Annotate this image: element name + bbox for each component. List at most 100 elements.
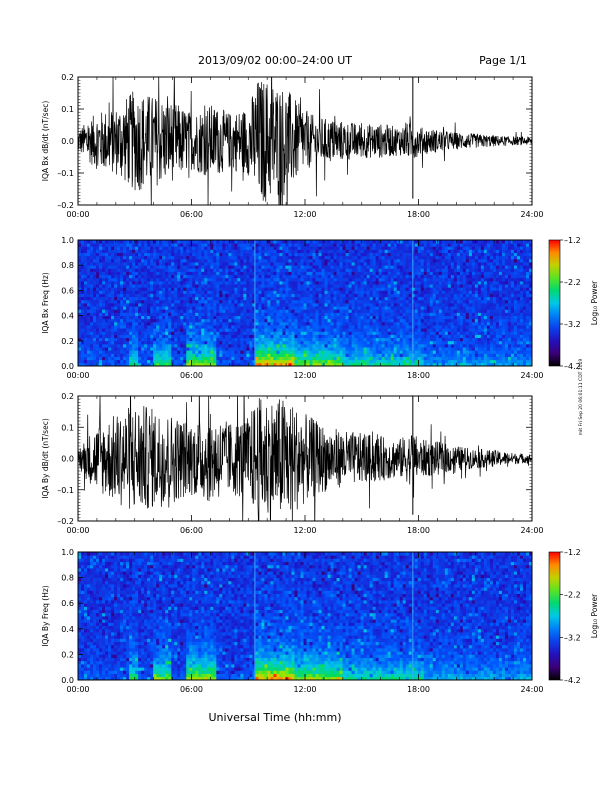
spectrogram-cell: [99, 325, 102, 329]
spectrogram-cell: [379, 253, 382, 257]
spectrogram-cell: [198, 360, 201, 364]
spectrogram-cell: [406, 341, 409, 345]
spectrogram-cell: [147, 246, 150, 250]
spectrogram-cell: [96, 306, 99, 310]
spectrogram-cell: [316, 256, 319, 260]
spectrogram-cell: [153, 262, 156, 266]
spectrogram-cell: [270, 297, 273, 301]
spectrogram-cell: [90, 243, 93, 247]
spectrogram-cell: [138, 325, 141, 329]
spectrogram-cell: [376, 297, 379, 301]
spectrogram-cell: [288, 341, 291, 345]
spectrogram-cell: [81, 331, 84, 335]
spectrogram-cell: [316, 281, 319, 285]
spectrogram-cell: [135, 284, 138, 288]
spectrogram-cell: [361, 322, 364, 326]
spectrogram-cell: [310, 272, 313, 276]
spectrogram-cell: [243, 281, 246, 285]
spectrogram-cell: [406, 325, 409, 329]
spectrogram-cell: [276, 281, 279, 285]
spectrogram-cell: [279, 294, 282, 298]
spectrogram-cell: [406, 294, 409, 298]
spectrogram-cell: [382, 246, 385, 250]
spectrogram-cell: [135, 328, 138, 332]
spectrogram-cell: [102, 325, 105, 329]
spectrogram-cell: [195, 278, 198, 282]
spectrogram-cell: [349, 284, 352, 288]
spectrogram-cell: [424, 312, 427, 316]
spectrogram-cell: [135, 265, 138, 269]
spectrogram-cell: [156, 262, 159, 266]
spectrogram-cell: [358, 312, 361, 316]
spectrogram-cell: [288, 331, 291, 335]
spectrogram-cell: [132, 325, 135, 329]
spectrogram-cell: [153, 265, 156, 269]
spectrogram-cell: [171, 331, 174, 335]
spectrogram-cell: [361, 249, 364, 253]
spectrogram-cell: [132, 335, 135, 339]
spectrogram-cell: [114, 309, 117, 313]
spectrogram-cell: [99, 297, 102, 301]
spectrogram-cell: [147, 312, 150, 316]
spectrogram-cell: [415, 306, 418, 310]
spectrogram-cell: [198, 328, 201, 332]
spectrogram-cell: [171, 246, 174, 250]
spectrogram-cell: [84, 350, 87, 354]
spectrogram-cell: [273, 287, 276, 291]
spectrogram-cell: [102, 319, 105, 323]
spectrogram-cell: [78, 246, 81, 250]
spectrogram-cell: [159, 240, 162, 244]
spectrogram-cell: [415, 275, 418, 279]
spectrogram-cell: [189, 347, 192, 351]
spectrogram-cell: [346, 272, 349, 276]
spectrogram-cell: [222, 335, 225, 339]
spectrogram-cell: [346, 344, 349, 348]
spectrogram-cell: [174, 331, 177, 335]
spectrogram-cell: [228, 249, 231, 253]
spectrogram-cell: [319, 303, 322, 307]
spectrogram-cell: [171, 294, 174, 298]
spectrogram-cell: [162, 240, 165, 244]
spectrogram-cell: [138, 306, 141, 310]
spectrogram-cell: [310, 278, 313, 282]
spectrogram-cell: [240, 347, 243, 351]
spectrogram-cell: [201, 357, 204, 361]
spectrogram-cell: [225, 300, 228, 304]
spectrogram-cell: [273, 319, 276, 323]
spectrogram-cell: [249, 319, 252, 323]
spectrogram-cell: [150, 240, 153, 244]
spectrogram-cell: [225, 312, 228, 316]
spectrogram-cell: [135, 331, 138, 335]
spectrogram-cell: [120, 350, 123, 354]
spectrogram-cell: [111, 328, 114, 332]
spectrogram-cell: [258, 316, 261, 320]
spectrogram-cell: [385, 303, 388, 307]
spectrogram-cell: [192, 347, 195, 351]
spectrogram-cell: [102, 338, 105, 342]
spectrogram-cell: [249, 284, 252, 288]
spectrogram-cell: [198, 344, 201, 348]
spectrogram-cell: [114, 341, 117, 345]
spectrogram-cell: [397, 303, 400, 307]
spectrogram-cell: [328, 328, 331, 332]
spectrogram-cell: [304, 290, 307, 294]
spectrogram-cell: [415, 259, 418, 263]
spectrogram-cell: [439, 306, 442, 310]
spectrogram-cell: [204, 338, 207, 342]
spectrogram-cell: [165, 278, 168, 282]
spectrogram-cell: [162, 287, 165, 291]
spectrogram-cell: [237, 243, 240, 247]
spectrogram-cell: [222, 353, 225, 357]
spectrogram-cell: [102, 278, 105, 282]
spectrogram-cell: [273, 268, 276, 272]
spectrogram-cell: [105, 300, 108, 304]
spectrogram-cell: [90, 284, 93, 288]
spectrogram-cell: [355, 272, 358, 276]
spectrogram-cell: [316, 335, 319, 339]
spectrogram-cell: [108, 300, 111, 304]
spectrogram-cell: [189, 312, 192, 316]
spectrogram-cell: [316, 347, 319, 351]
spectrogram-cell: [141, 328, 144, 332]
spectrogram-cell: [123, 287, 126, 291]
spectrogram-cell: [186, 275, 189, 279]
